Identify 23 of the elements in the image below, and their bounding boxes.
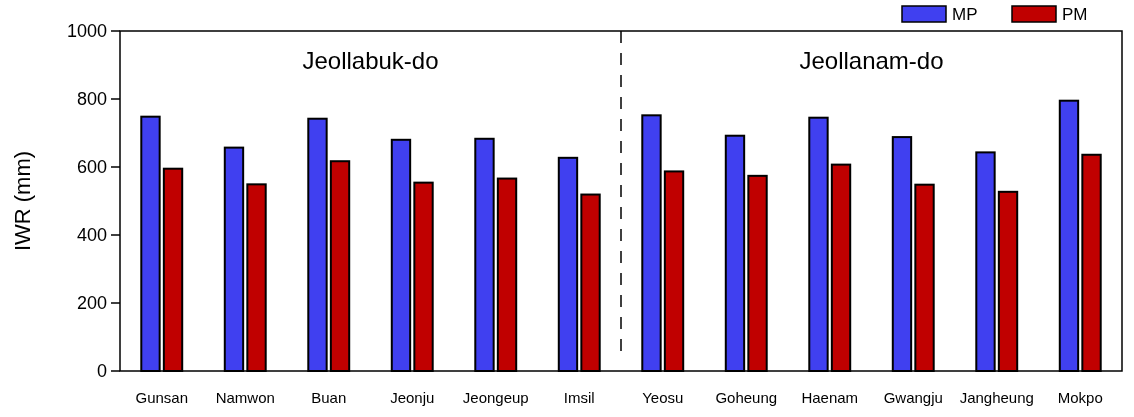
x-tick-label: Goheung	[715, 389, 778, 406]
x-tick-label: Mokpo	[1057, 389, 1103, 406]
legend-label: PM	[1062, 5, 1088, 24]
y-tick-label: 200	[76, 293, 107, 314]
annotation: Jeollabuk-do	[302, 47, 439, 74]
y-tick-label: 800	[76, 89, 107, 110]
y-axis-title: IWR (mm)	[10, 150, 35, 252]
x-tick-label: Jeongeup	[462, 389, 529, 406]
x-tick-label: Jangheung	[959, 389, 1034, 406]
y-tick-label: 1000	[66, 21, 107, 42]
x-tick-label: Haenam	[801, 389, 859, 406]
x-tick-label: Buan	[311, 389, 347, 406]
x-tick-label: Imsil	[563, 389, 595, 406]
x-tick-label: Yeosu	[642, 389, 684, 406]
x-tick-label: Gunsan	[135, 389, 189, 406]
x-tick-label: Jeonju	[390, 389, 435, 406]
x-tick-label: Gwangju	[883, 389, 943, 406]
legend-label: MP	[952, 5, 978, 24]
x-tick-label: Namwon	[215, 389, 275, 406]
y-tick-label: 400	[76, 225, 107, 246]
y-tick-label: 600	[76, 157, 107, 178]
annotation: Jeollanam-do	[799, 47, 944, 74]
y-tick-label: 0	[96, 361, 107, 382]
